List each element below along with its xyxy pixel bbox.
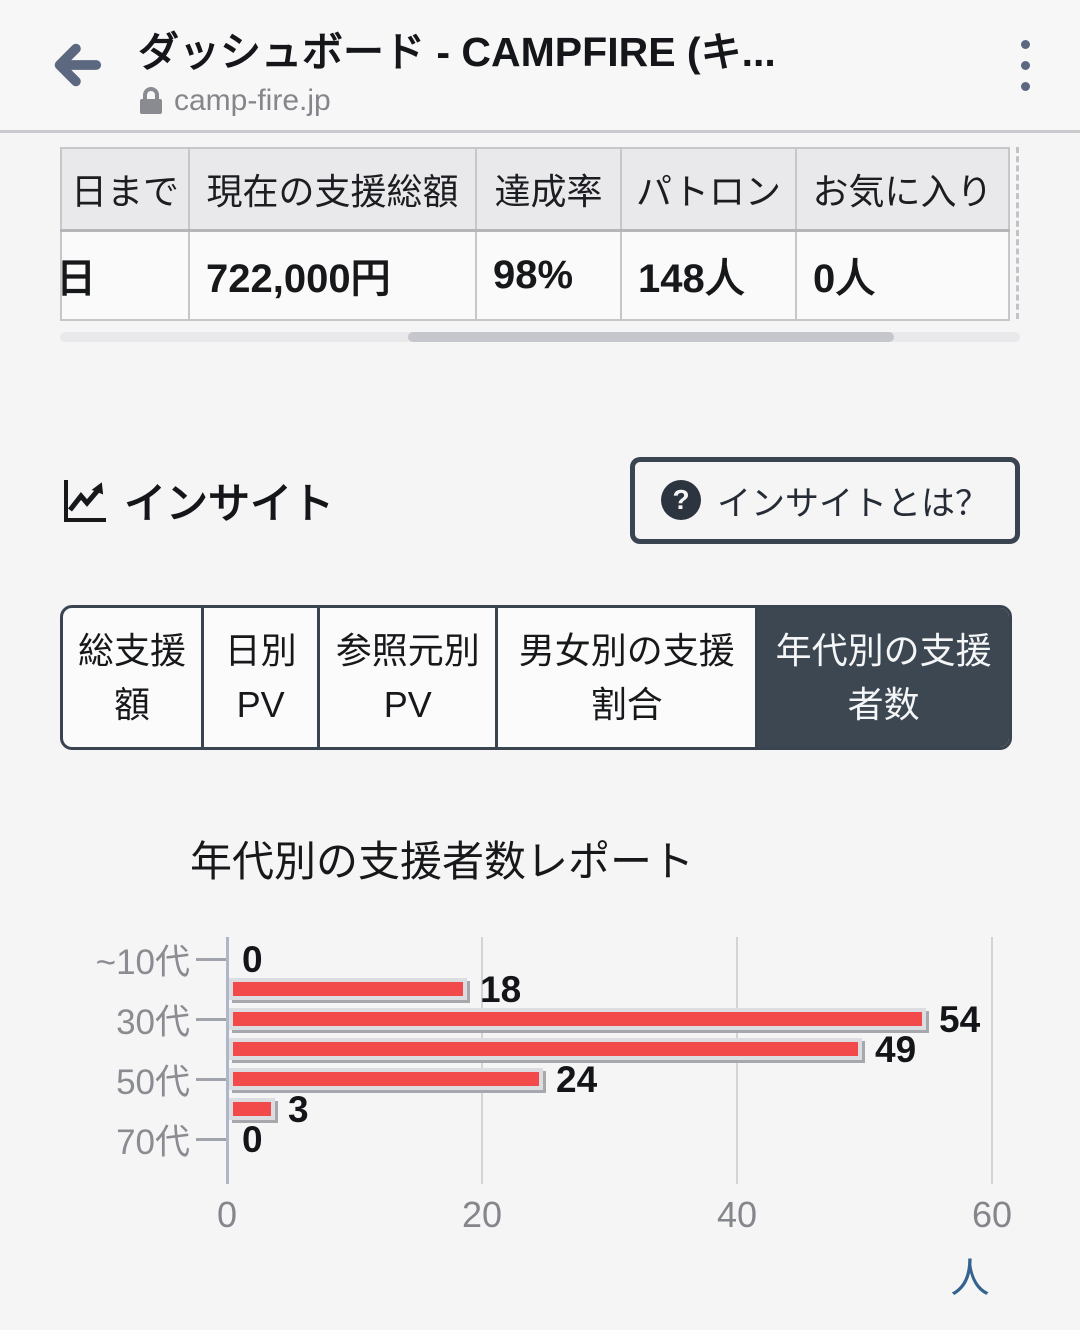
- tab-4[interactable]: 男女別の支援 割合: [498, 608, 759, 747]
- x-axis-label: 0: [216, 1194, 238, 1235]
- table-scrollbar-thumb[interactable]: [408, 332, 894, 342]
- stats-header-cell: 達成率: [475, 147, 622, 231]
- insight-title: インサイト: [124, 479, 335, 527]
- stats-table-row: 日 722,000円 98% 148人 0人: [60, 228, 1010, 321]
- bar: [229, 1038, 862, 1060]
- bar-value-label: 0: [242, 1118, 263, 1160]
- url-bar[interactable]: camp-fire.jp: [138, 84, 998, 118]
- tab-5[interactable]: 年代別の支援 者数: [758, 608, 1009, 747]
- stats-value: 日: [63, 246, 96, 304]
- gridline: [991, 937, 993, 1184]
- tab-label-line: 日別: [224, 629, 297, 671]
- insight-help-button[interactable]: ? インサイトとは？: [630, 456, 1020, 544]
- tab-label-line: 総支援: [77, 629, 186, 671]
- stats-cell: 0人: [795, 228, 1010, 321]
- url-text: camp-fire.jp: [174, 84, 331, 117]
- stats-header-cell: 日まで: [60, 147, 190, 231]
- stats-table-header-row: 日まで 現在の支援総額 達成率 パトロン お気に入り: [60, 147, 1010, 231]
- tab-label-line: 年代別の支援: [775, 629, 992, 671]
- chart-line-icon: [64, 480, 106, 522]
- tab-3[interactable]: 参照元別 PV: [320, 608, 499, 747]
- insight-tabs: 総支援額日別 PV 参照元別 PV 男女別の支援 割合 年代別の支援 者数: [60, 605, 1012, 750]
- bar-row-30代: 54: [229, 1001, 1049, 1038]
- bar-row-50代: 24: [229, 1061, 1049, 1098]
- chart-title: 年代別の支援者数レポート: [190, 838, 695, 885]
- bar-row-20代: 18: [229, 971, 1049, 1008]
- insight-heading-row: インサイト ? インサイトとは？: [60, 456, 1020, 544]
- bar: [229, 1068, 543, 1090]
- y-axis-label: 70代: [116, 1122, 190, 1162]
- page-title: ダッシュボード - CAMPFIRE (キ...: [138, 29, 776, 75]
- x-axis-label: 60: [971, 1194, 1013, 1235]
- stats-cell: 148人: [620, 228, 797, 321]
- insight-help-label: インサイトとは？: [717, 484, 989, 523]
- bar: [229, 978, 467, 1000]
- y-axis-tick: [196, 1078, 226, 1081]
- bar-rows: 0 18 54 49 24 3 0: [229, 941, 1049, 1158]
- tab-label-line: 参照元別: [335, 629, 480, 671]
- tab-label-line: 額: [113, 683, 150, 725]
- bar: [229, 1098, 275, 1120]
- stats-header-cell: 現在の支援総額: [188, 147, 477, 231]
- stats-header-cell: パトロン: [620, 147, 797, 231]
- browser-menu-icon[interactable]: [998, 22, 1052, 108]
- stats-value: 0人: [813, 257, 876, 302]
- lock-icon: [138, 86, 164, 116]
- stats-cell: 98%: [475, 228, 622, 321]
- y-axis-tick: [196, 1138, 226, 1141]
- bar-row-70代: 0: [229, 1121, 1049, 1158]
- y-axis-label: 50代: [116, 1062, 190, 1102]
- bar-value-label: 54: [939, 998, 981, 1040]
- y-axis-line: [226, 937, 229, 1184]
- title-block: ダッシュボード - CAMPFIRE (キ... camp-fire.jp: [110, 12, 998, 118]
- table-scrollbar[interactable]: [60, 332, 1020, 342]
- tab-label-line: 割合: [590, 683, 663, 725]
- bar-row-~10代: 0: [229, 941, 1049, 978]
- x-axis-label: 40: [716, 1194, 758, 1235]
- insight-heading: インサイト: [60, 470, 334, 531]
- back-arrow-icon: [54, 43, 102, 87]
- stats-cell: 日: [60, 228, 190, 321]
- bar-value-label: 49: [875, 1028, 917, 1070]
- tab-label-line: PV: [383, 683, 432, 725]
- tab-label-line: 男女別の支援: [518, 629, 735, 671]
- x-axis-unit-label: 人: [950, 1257, 990, 1301]
- bar-value-label: 3: [288, 1088, 309, 1130]
- stats-cell: 722,000円: [188, 228, 477, 321]
- question-circle-icon: ?: [661, 480, 701, 520]
- stats-value: 722,000円: [206, 257, 391, 302]
- gridline: [481, 937, 483, 1184]
- bar-row-60代: 3: [229, 1091, 1049, 1128]
- tab-2[interactable]: 日別 PV: [204, 608, 321, 747]
- stats-value: 148人: [638, 257, 745, 302]
- bar-value-label: 24: [556, 1058, 598, 1100]
- tab-label-line: PV: [236, 683, 285, 725]
- table-clip-edge: [1016, 147, 1019, 319]
- y-axis-label: ~10代: [95, 942, 190, 982]
- browser-header: ダッシュボード - CAMPFIRE (キ... camp-fire.jp: [0, 0, 1080, 133]
- stats-header-cell: お気に入り: [795, 147, 1010, 231]
- bar: [229, 1008, 926, 1030]
- gridline: [736, 937, 738, 1184]
- stats-value: 98%: [493, 252, 574, 297]
- tab-label-line: 者数: [847, 683, 920, 725]
- x-axis-label: 20: [461, 1194, 503, 1235]
- bar-value-label: 18: [480, 968, 522, 1010]
- y-axis-tick: [196, 1018, 226, 1021]
- age-report-chart: 年代別の支援者数レポート 0 18 54 49 24 3 0 ~10代 30代 50代 70代 0 20…: [0, 750, 1080, 1330]
- tab-1[interactable]: 総支援額: [63, 608, 204, 747]
- y-axis-label: 30代: [116, 1002, 190, 1042]
- y-axis-tick: [196, 958, 226, 961]
- back-button[interactable]: [40, 30, 110, 100]
- bar-row-40代: 49: [229, 1031, 1049, 1068]
- bar-value-label: 0: [242, 938, 263, 980]
